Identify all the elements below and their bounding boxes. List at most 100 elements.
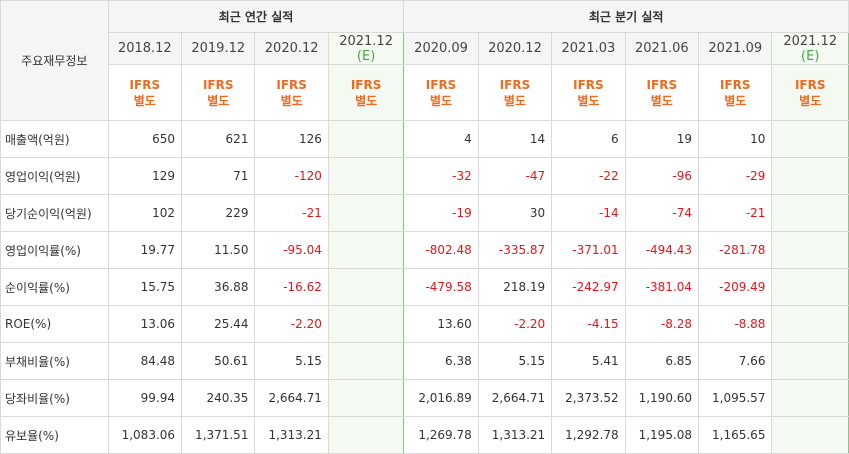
- value-cell: -19: [403, 194, 479, 232]
- value-cell: 19.77: [107, 231, 183, 269]
- value-cell: 15.75: [107, 268, 183, 306]
- ifrs-line2: 별도: [650, 93, 673, 108]
- period-label: 2021.12: [339, 33, 393, 49]
- ifrs-line2: 별도: [724, 93, 747, 108]
- value-cell: 240.35: [181, 379, 256, 417]
- table-row: 당좌비율(%) 99.94 240.35 2,664.71 2,016.89 2,664.…: [0, 379, 849, 417]
- estimate-marker: (E): [356, 48, 376, 64]
- value-cell: [771, 231, 849, 269]
- value-cell: 6: [551, 120, 626, 158]
- value-cell: -120: [254, 157, 329, 195]
- value-cell: 621: [181, 120, 256, 158]
- value-cell: 1,195.08: [624, 416, 700, 454]
- ifrs-line1: IFRS: [425, 77, 457, 92]
- ifrs-label: IFRS 별도: [698, 64, 773, 121]
- value-cell: -2.20: [254, 305, 329, 343]
- period-header: 2021.03: [551, 32, 626, 65]
- value-cell: 25.44: [181, 305, 256, 343]
- period-label: 2019.12: [191, 41, 246, 56]
- row-label: 당좌비율(%): [0, 379, 109, 417]
- value-cell: [771, 305, 849, 343]
- value-cell: [327, 157, 405, 195]
- value-cell: 102: [107, 194, 183, 232]
- value-cell: 1,190.60: [624, 379, 700, 417]
- ifrs-label: IFRS 별도: [403, 64, 479, 121]
- ifrs-label: IFRS 별도: [254, 64, 329, 121]
- value-cell: -21: [698, 194, 773, 232]
- value-cell: 1,095.57: [698, 379, 773, 417]
- period-label: 2021.06: [634, 41, 689, 56]
- ifrs-line1: IFRS: [276, 77, 307, 92]
- row-label: 영업이익률(%): [0, 231, 109, 269]
- value-cell: 19: [624, 120, 700, 158]
- value-cell: [327, 231, 405, 269]
- period-header: 2020.12: [254, 32, 329, 65]
- period-header: 2020.12: [477, 32, 553, 65]
- value-cell: -22: [551, 157, 626, 195]
- value-cell: [771, 342, 849, 380]
- value-cell: 1,371.51: [181, 416, 256, 454]
- quarter-header: 최근 분기 실적: [403, 0, 849, 33]
- value-cell: -95.04: [254, 231, 329, 269]
- ifrs-line2: 별도: [280, 93, 303, 108]
- value-cell: 1,313.21: [477, 416, 553, 454]
- value-cell: 5.41: [551, 342, 626, 380]
- ifrs-label: IFRS 별도: [107, 64, 183, 121]
- period-header: 2020.09: [403, 32, 479, 65]
- value-cell: 6.38: [403, 342, 479, 380]
- value-cell: [327, 379, 405, 417]
- value-cell: [327, 194, 405, 232]
- value-cell: 650: [107, 120, 183, 158]
- value-cell: [771, 379, 849, 417]
- value-cell: -479.58: [403, 268, 479, 306]
- row-label: 부채비율(%): [0, 342, 109, 380]
- value-cell: -32: [403, 157, 479, 195]
- value-cell: [771, 120, 849, 158]
- period-label: 2020.09: [414, 41, 468, 56]
- value-cell: 229: [181, 194, 256, 232]
- row-label: 유보율(%): [0, 416, 109, 454]
- value-cell: 1,313.21: [254, 416, 329, 454]
- ifrs-line1: IFRS: [646, 77, 678, 92]
- ifrs-line2: 별도: [430, 93, 453, 108]
- value-cell: 2,373.52: [551, 379, 626, 417]
- value-cell: -209.49: [698, 268, 773, 306]
- corner-label: 주요재무정보: [0, 0, 109, 121]
- ifrs-line2: 별도: [207, 93, 230, 108]
- value-cell: 2,664.71: [477, 379, 553, 417]
- ifrs-line1: IFRS: [350, 77, 382, 92]
- value-cell: 5.15: [254, 342, 329, 380]
- value-cell: 5.15: [477, 342, 553, 380]
- value-cell: 1,292.78: [551, 416, 626, 454]
- value-cell: [327, 416, 405, 454]
- value-cell: -281.78: [698, 231, 773, 269]
- value-cell: [327, 305, 405, 343]
- value-cell: [327, 268, 405, 306]
- value-cell: 1,083.06: [107, 416, 183, 454]
- value-cell: 6.85: [624, 342, 700, 380]
- value-cell: 2,016.89: [403, 379, 479, 417]
- ifrs-label: IFRS 별도: [477, 64, 553, 121]
- table-row: 매출액(억원) 650 621 126 4 14 6 19 10: [0, 120, 849, 158]
- period-header: 2021.12 (E): [327, 32, 405, 65]
- ifrs-line2: 별도: [503, 93, 527, 108]
- value-cell: -4.15: [551, 305, 626, 343]
- value-cell: [771, 416, 849, 454]
- value-cell: -16.62: [254, 268, 329, 306]
- period-label: 2021.09: [708, 41, 763, 56]
- value-cell: -335.87: [477, 231, 553, 269]
- value-cell: [771, 157, 849, 195]
- value-cell: 1,269.78: [403, 416, 479, 454]
- value-cell: 13.60: [403, 305, 479, 343]
- period-label: 2020.12: [264, 41, 319, 56]
- table-row: ROE(%) 13.06 25.44 -2.20 13.60 -2.20 -4.15 -8.2…: [0, 305, 849, 343]
- value-cell: -2.20: [477, 305, 553, 343]
- ifrs-label: IFRS 별도: [181, 64, 256, 121]
- value-cell: 71: [181, 157, 256, 195]
- table-row: 유보율(%) 1,083.06 1,371.51 1,313.21 1,269.78 1,…: [0, 416, 849, 454]
- period-label: 2021.12: [783, 33, 838, 49]
- value-cell: [327, 342, 405, 380]
- row-label: ROE(%): [0, 305, 109, 343]
- value-cell: -14: [551, 194, 626, 232]
